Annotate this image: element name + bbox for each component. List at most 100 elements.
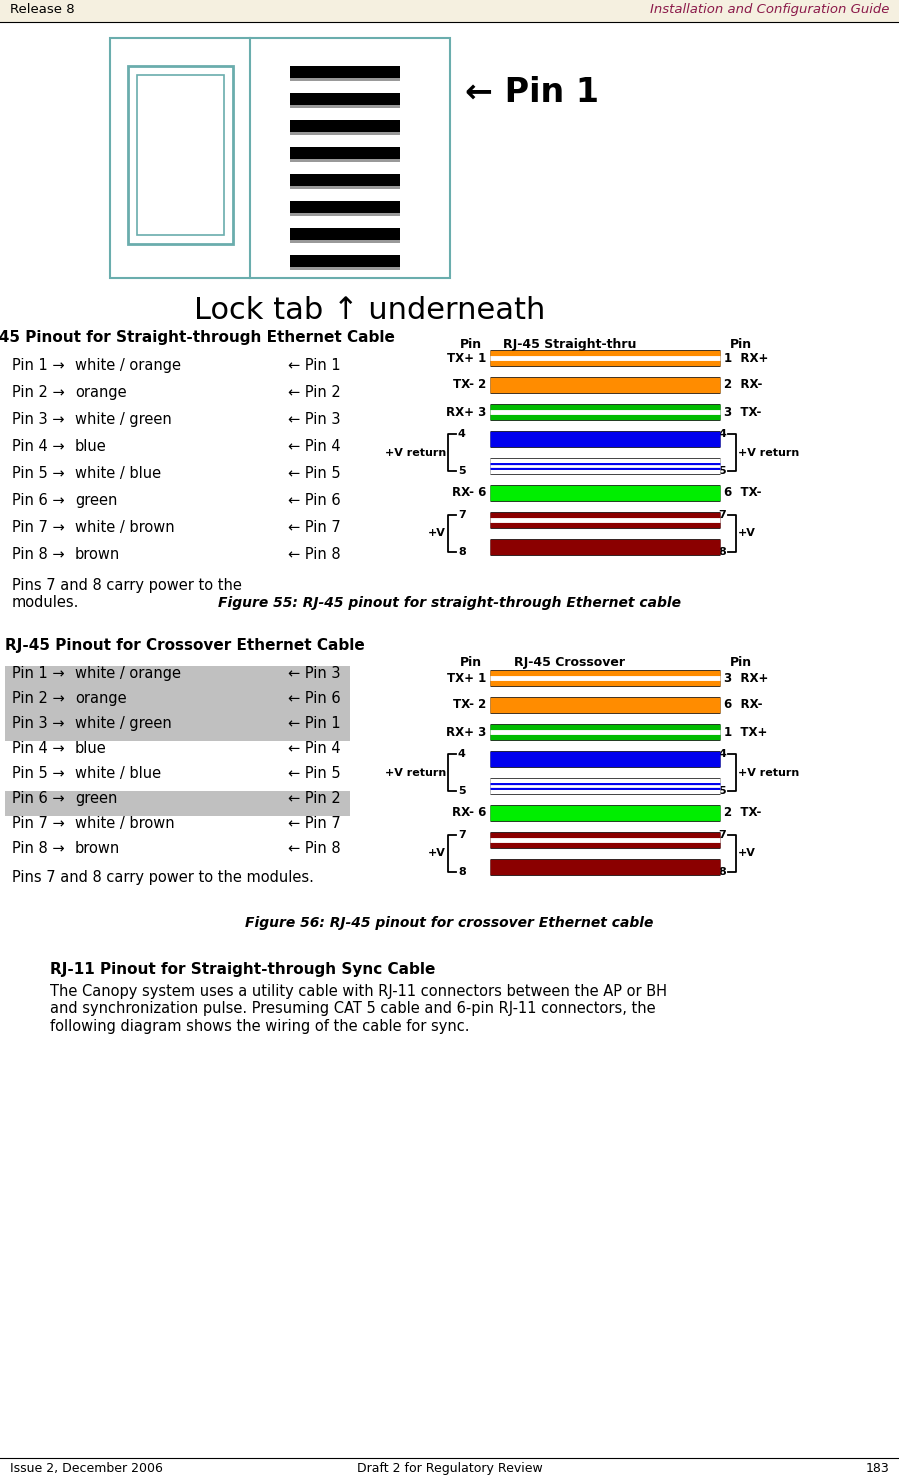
Text: TX+ 1: TX+ 1 (447, 671, 486, 684)
Text: 2  RX-: 2 RX- (724, 379, 762, 391)
Text: ← Pin 6: ← Pin 6 (288, 493, 341, 508)
Text: 4: 4 (718, 429, 726, 438)
Text: TX+ 1: TX+ 1 (447, 351, 486, 364)
Text: blue: blue (75, 438, 107, 455)
Text: Pin 8 →: Pin 8 → (12, 546, 65, 561)
Text: ← Pin 5: ← Pin 5 (288, 467, 341, 481)
Text: Installation and Configuration Guide: Installation and Configuration Guide (650, 3, 889, 16)
Text: blue: blue (75, 740, 107, 755)
Text: 6  RX-: 6 RX- (724, 699, 762, 711)
Text: ← Pin 4: ← Pin 4 (288, 740, 341, 755)
Text: Pins 7 and 8 carry power to the
modules.: Pins 7 and 8 carry power to the modules. (12, 578, 242, 610)
Text: brown: brown (75, 841, 120, 856)
Text: Pin 1 →: Pin 1 → (12, 358, 65, 373)
Text: white / orange: white / orange (75, 358, 181, 373)
Text: Pin 2 →: Pin 2 → (12, 692, 65, 706)
Text: Pin: Pin (730, 656, 752, 669)
Bar (290, 255, 400, 267)
Bar (5, 791, 350, 816)
Bar (0, 0, 899, 22)
Text: ← Pin 2: ← Pin 2 (288, 791, 341, 806)
Bar (290, 201, 400, 213)
Text: The Canopy system uses a utility cable with RJ-11 connectors between the AP or B: The Canopy system uses a utility cable w… (50, 983, 667, 1034)
Text: 8: 8 (458, 866, 466, 877)
Bar (5, 692, 350, 715)
Text: 1  RX+: 1 RX+ (724, 351, 769, 364)
Text: RX+ 3: RX+ 3 (446, 726, 486, 739)
Text: ← Pin 5: ← Pin 5 (288, 766, 341, 780)
Text: 7: 7 (458, 829, 466, 840)
Bar (137, 76, 224, 235)
Text: Pin 5 →: Pin 5 → (12, 467, 65, 481)
Text: +V return: +V return (385, 447, 446, 458)
Text: 7: 7 (718, 509, 726, 520)
Text: 5: 5 (718, 786, 726, 795)
Bar (290, 93, 400, 105)
Text: 4: 4 (458, 429, 466, 438)
Bar (128, 67, 233, 244)
Text: Pin 4 →: Pin 4 → (12, 438, 65, 455)
Text: ← Pin 3: ← Pin 3 (288, 412, 341, 427)
Bar (110, 39, 450, 278)
Text: ← Pin 1: ← Pin 1 (465, 76, 599, 110)
Text: Pin 4 →: Pin 4 → (12, 740, 65, 755)
Bar (5, 666, 350, 692)
Bar (290, 228, 400, 240)
Bar (290, 187, 400, 190)
Text: Pin 6 →: Pin 6 → (12, 791, 65, 806)
Text: +V: +V (738, 529, 756, 539)
Text: Pin 1 →: Pin 1 → (12, 666, 65, 681)
Text: Lock tab ↑ underneath: Lock tab ↑ underneath (194, 296, 545, 324)
Text: white / green: white / green (75, 412, 172, 427)
Text: RX- 6: RX- 6 (451, 486, 486, 499)
Bar (290, 120, 400, 132)
Text: Pin 6 →: Pin 6 → (12, 493, 65, 508)
Bar (290, 67, 400, 78)
Text: 5: 5 (718, 467, 726, 475)
Text: Pin 3 →: Pin 3 → (12, 412, 65, 427)
Bar (290, 158, 400, 161)
Text: Pin 7 →: Pin 7 → (12, 816, 65, 831)
Text: RJ-45 Pinout for Straight-through Ethernet Cable: RJ-45 Pinout for Straight-through Ethern… (0, 330, 395, 345)
Text: RJ-45 Pinout for Crossover Ethernet Cable: RJ-45 Pinout for Crossover Ethernet Cabl… (5, 638, 365, 653)
Text: orange: orange (75, 692, 127, 706)
Text: 5: 5 (458, 467, 466, 475)
Text: white / blue: white / blue (75, 467, 161, 481)
Text: 6  TX-: 6 TX- (724, 486, 761, 499)
Text: brown: brown (75, 546, 120, 561)
Text: ← Pin 8: ← Pin 8 (288, 546, 341, 561)
Text: 8: 8 (718, 866, 726, 877)
Text: green: green (75, 791, 118, 806)
Text: RJ-11 Pinout for Straight-through Sync Cable: RJ-11 Pinout for Straight-through Sync C… (50, 963, 435, 977)
Text: white / brown: white / brown (75, 816, 174, 831)
Text: ← Pin 4: ← Pin 4 (288, 438, 341, 455)
Text: white / brown: white / brown (75, 520, 174, 535)
Text: Pin: Pin (460, 338, 482, 351)
Bar (290, 267, 400, 270)
Text: +V return: +V return (738, 447, 799, 458)
Text: TX- 2: TX- 2 (453, 699, 486, 711)
Text: +V return: +V return (738, 767, 799, 778)
Bar (290, 213, 400, 216)
Text: 7: 7 (458, 509, 466, 520)
Text: TX- 2: TX- 2 (453, 379, 486, 391)
Text: ← Pin 6: ← Pin 6 (288, 692, 341, 706)
Text: Draft 2 for Regulatory Review: Draft 2 for Regulatory Review (357, 1462, 542, 1475)
Text: Issue 2, December 2006: Issue 2, December 2006 (10, 1462, 163, 1475)
Text: 183: 183 (865, 1462, 889, 1475)
Text: RX+ 3: RX+ 3 (446, 406, 486, 419)
Bar (290, 78, 400, 81)
Text: white / green: white / green (75, 715, 172, 732)
Bar (290, 132, 400, 135)
Text: Pin 8 →: Pin 8 → (12, 841, 65, 856)
Text: ← Pin 8: ← Pin 8 (288, 841, 341, 856)
Text: 5: 5 (458, 786, 466, 795)
Text: 3  TX-: 3 TX- (724, 406, 761, 419)
Text: RX- 6: RX- 6 (451, 807, 486, 819)
Text: Release 8: Release 8 (10, 3, 75, 16)
Text: Pin: Pin (460, 656, 482, 669)
Text: +V: +V (428, 849, 446, 859)
Text: 4: 4 (458, 749, 466, 758)
Text: 8: 8 (458, 546, 466, 557)
Text: ← Pin 3: ← Pin 3 (288, 666, 341, 681)
